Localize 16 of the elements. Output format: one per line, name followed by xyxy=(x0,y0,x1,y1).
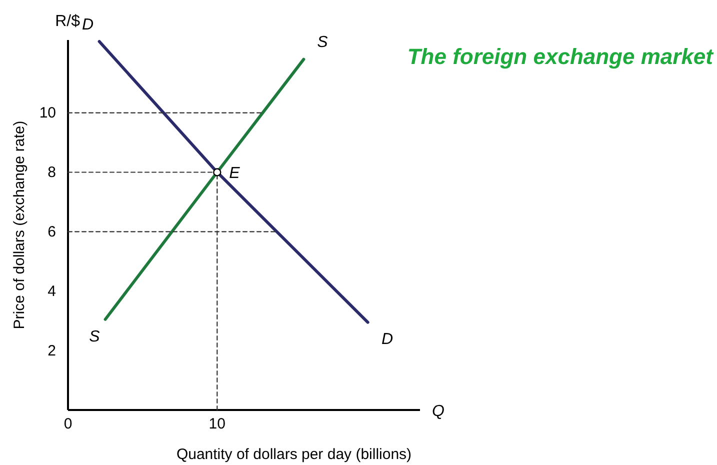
text: D xyxy=(382,331,394,348)
y-tick-label: 10 xyxy=(39,104,56,122)
x-tick-label: 0 xyxy=(64,416,72,433)
text: Q xyxy=(432,403,444,420)
text: R/$ xyxy=(55,13,80,30)
series-label: S xyxy=(89,328,100,346)
annotation: E xyxy=(229,165,240,182)
series-label: D xyxy=(82,16,94,34)
y-tick-label: 8 xyxy=(48,164,56,182)
y-tick-label: 2 xyxy=(48,342,56,360)
y-tick-label: 4 xyxy=(48,282,56,300)
text: S xyxy=(317,34,328,51)
text: The foreign exchange market xyxy=(407,44,715,69)
y-axis-title: Price of dollars (exchange rate) xyxy=(11,120,28,330)
y-tick-label: 6 xyxy=(48,223,56,240)
x-axis-title: Quantity of dollars per day (billions) xyxy=(176,446,412,463)
